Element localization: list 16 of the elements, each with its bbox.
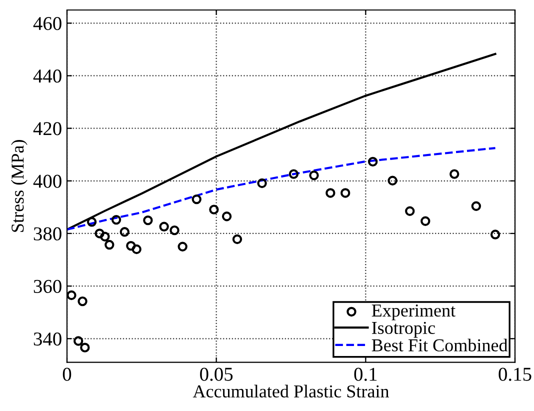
y-tick-label: 440 <box>33 70 62 83</box>
y-tick-label: 400 <box>33 174 62 188</box>
x-tick-label: 0.1 <box>354 368 377 381</box>
x-tick-label: 0.15 <box>498 368 532 381</box>
x-tick-label: 0 <box>62 368 72 381</box>
x-axis-title: Accumulated Plastic Strain <box>192 384 390 398</box>
y-tick-label: 380 <box>34 227 62 240</box>
legend-label: Best Fit Combined <box>372 338 508 352</box>
y-tick-label: 360 <box>34 280 62 293</box>
y-axis-title: Stress (MPa) <box>11 140 28 232</box>
y-tick-label: 460 <box>33 16 62 30</box>
x-tick-label: 0.05 <box>200 368 233 381</box>
legend-label: Experiment <box>372 304 456 320</box>
y-tick-label: 340 <box>34 332 62 346</box>
y-tick-label: 420 <box>33 122 62 136</box>
legend-label: Isotropic <box>372 322 435 338</box>
